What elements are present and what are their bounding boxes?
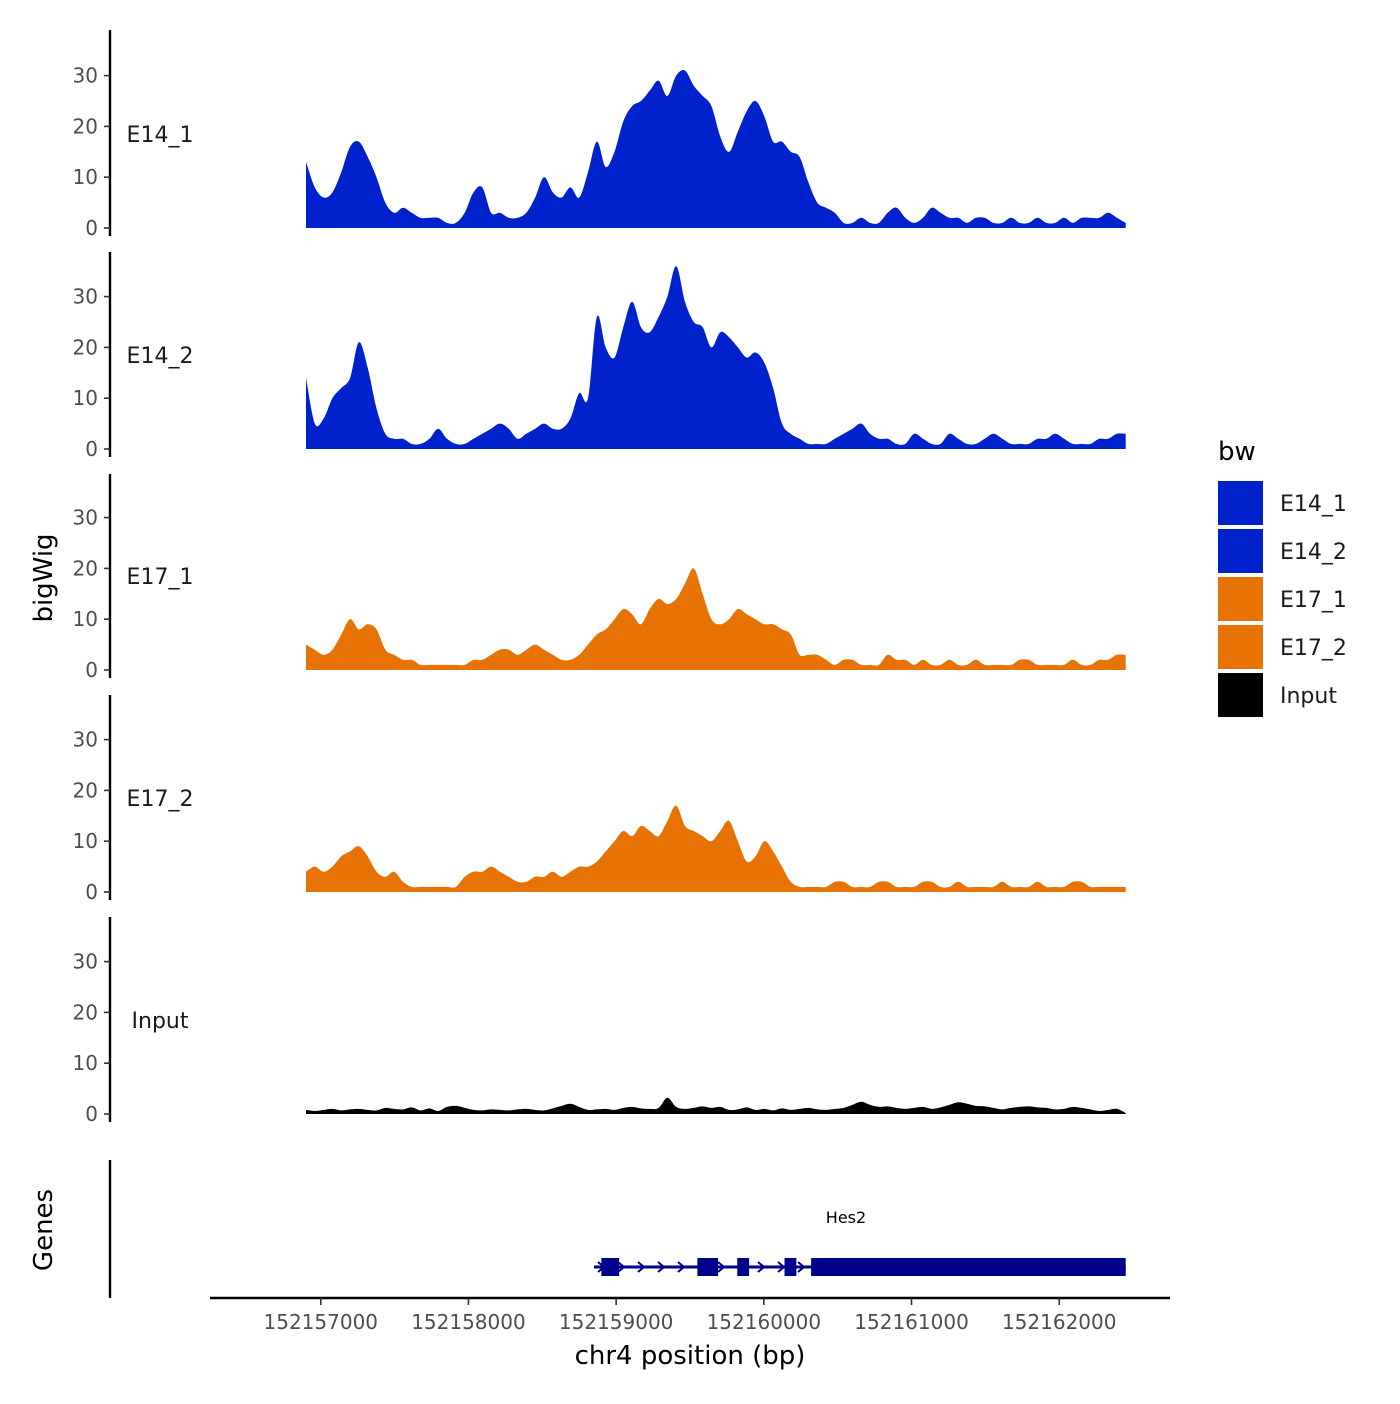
track-label: E14_1 xyxy=(127,123,194,148)
gene-name-label: Hes2 xyxy=(826,1208,866,1227)
track-e17-1: 0 10 20 30 E17_1 xyxy=(73,474,1126,682)
signal-area xyxy=(306,69,1126,228)
y-tick-label: 0 xyxy=(85,216,98,240)
strand-arrow-icon xyxy=(657,1261,666,1273)
x-axis-title: chr4 position (bp) xyxy=(575,1341,806,1371)
x-tick-label: 152157000 xyxy=(264,1310,379,1334)
track-label: E17_1 xyxy=(127,565,194,590)
legend-title: bw xyxy=(1218,437,1256,467)
y-axis-title: bigWig xyxy=(29,533,59,622)
legend-swatch xyxy=(1218,481,1263,525)
y-tick-label: 0 xyxy=(85,1102,98,1126)
signal-area xyxy=(306,1097,1126,1114)
signal-area xyxy=(306,568,1126,670)
genes-track: Hes2 xyxy=(108,1160,1126,1298)
legend-label: E14_1 xyxy=(1280,492,1347,517)
gene-exon xyxy=(697,1258,719,1276)
legend-label: E17_2 xyxy=(1280,636,1347,661)
legend-label: E17_1 xyxy=(1280,588,1347,613)
legend-swatch xyxy=(1218,673,1263,717)
legend-label: E14_2 xyxy=(1280,540,1347,565)
track-label: E17_2 xyxy=(127,787,194,812)
legend-swatch xyxy=(1218,577,1263,621)
legend-swatch xyxy=(1218,625,1263,669)
y-tick-label: 20 xyxy=(73,556,98,580)
legend-swatch xyxy=(1218,529,1263,573)
y-tick-label: 10 xyxy=(73,1051,98,1075)
gene-exon xyxy=(811,1258,1126,1276)
legend-label: Input xyxy=(1280,684,1337,709)
y-tick-label: 20 xyxy=(73,114,98,138)
strand-arrow-icon xyxy=(797,1261,806,1273)
track-e14-1: 0 10 20 30 E14_1 xyxy=(73,30,1126,240)
gene-exon xyxy=(784,1258,797,1276)
signal-area xyxy=(306,266,1126,449)
y-tick-label: 0 xyxy=(85,658,98,682)
gene-exon xyxy=(737,1258,750,1276)
y-tick-label: 10 xyxy=(73,165,98,189)
y-tick-label: 30 xyxy=(73,506,98,530)
y-tick-label: 10 xyxy=(73,386,98,410)
strand-arrow-icon xyxy=(717,1261,726,1273)
signal-tracks: 0 10 20 30 E14_1 0 10 20 30 E14_2 0 10 20 30 E17_1 0 10 2… xyxy=(73,30,1126,1126)
strand-arrow-icon xyxy=(677,1261,686,1273)
y-tick-label: 30 xyxy=(73,728,98,752)
gene-exon xyxy=(601,1258,620,1276)
strand-arrow-icon xyxy=(617,1261,626,1273)
strand-arrow-icon xyxy=(757,1261,766,1273)
y-tick-label: 30 xyxy=(73,950,98,974)
signal-area xyxy=(306,805,1126,892)
track-e17-2: 0 10 20 30 E17_2 xyxy=(73,695,1126,904)
x-tick-label: 152162000 xyxy=(1002,1310,1117,1334)
y-tick-label: 20 xyxy=(73,335,98,359)
y-tick-label: 30 xyxy=(73,64,98,88)
track-label: E14_2 xyxy=(127,344,194,369)
track-e14-2: 0 10 20 30 E14_2 xyxy=(73,252,1126,461)
y-tick-label: 20 xyxy=(73,1000,98,1024)
genes-axis-title: Genes xyxy=(29,1189,59,1271)
y-tick-label: 30 xyxy=(73,285,98,309)
x-axis: 152157000 152158000 152159000 152160000 1521… xyxy=(210,1296,1170,1334)
y-tick-label: 10 xyxy=(73,829,98,853)
y-tick-label: 0 xyxy=(85,437,98,461)
y-tick-label: 0 xyxy=(85,880,98,904)
strand-arrow-icon xyxy=(777,1261,786,1273)
track-label: Input xyxy=(132,1009,189,1034)
strand-arrow-icon xyxy=(637,1261,646,1273)
track-input: 0 10 20 30 Input xyxy=(73,917,1126,1126)
y-tick-label: 20 xyxy=(73,778,98,802)
x-tick-label: 152161000 xyxy=(854,1310,969,1334)
x-tick-label: 152158000 xyxy=(411,1310,526,1334)
legend: bw E14_1 E14_2 E17_1 E17_2 Input xyxy=(1218,437,1347,717)
x-tick-label: 152160000 xyxy=(707,1310,822,1334)
x-tick-label: 152159000 xyxy=(559,1310,674,1334)
y-tick-label: 10 xyxy=(73,607,98,631)
